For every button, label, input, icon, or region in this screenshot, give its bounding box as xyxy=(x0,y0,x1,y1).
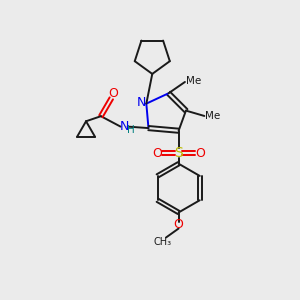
Text: O: O xyxy=(108,87,118,101)
Text: Me: Me xyxy=(205,111,220,121)
Text: N: N xyxy=(119,119,129,133)
Text: H: H xyxy=(127,124,134,135)
Text: N: N xyxy=(136,96,146,109)
Text: O: O xyxy=(152,146,162,160)
Text: O: O xyxy=(174,218,184,231)
Text: Me: Me xyxy=(186,76,201,86)
Text: S: S xyxy=(174,146,183,160)
Text: O: O xyxy=(195,146,205,160)
Text: CH₃: CH₃ xyxy=(154,237,172,247)
